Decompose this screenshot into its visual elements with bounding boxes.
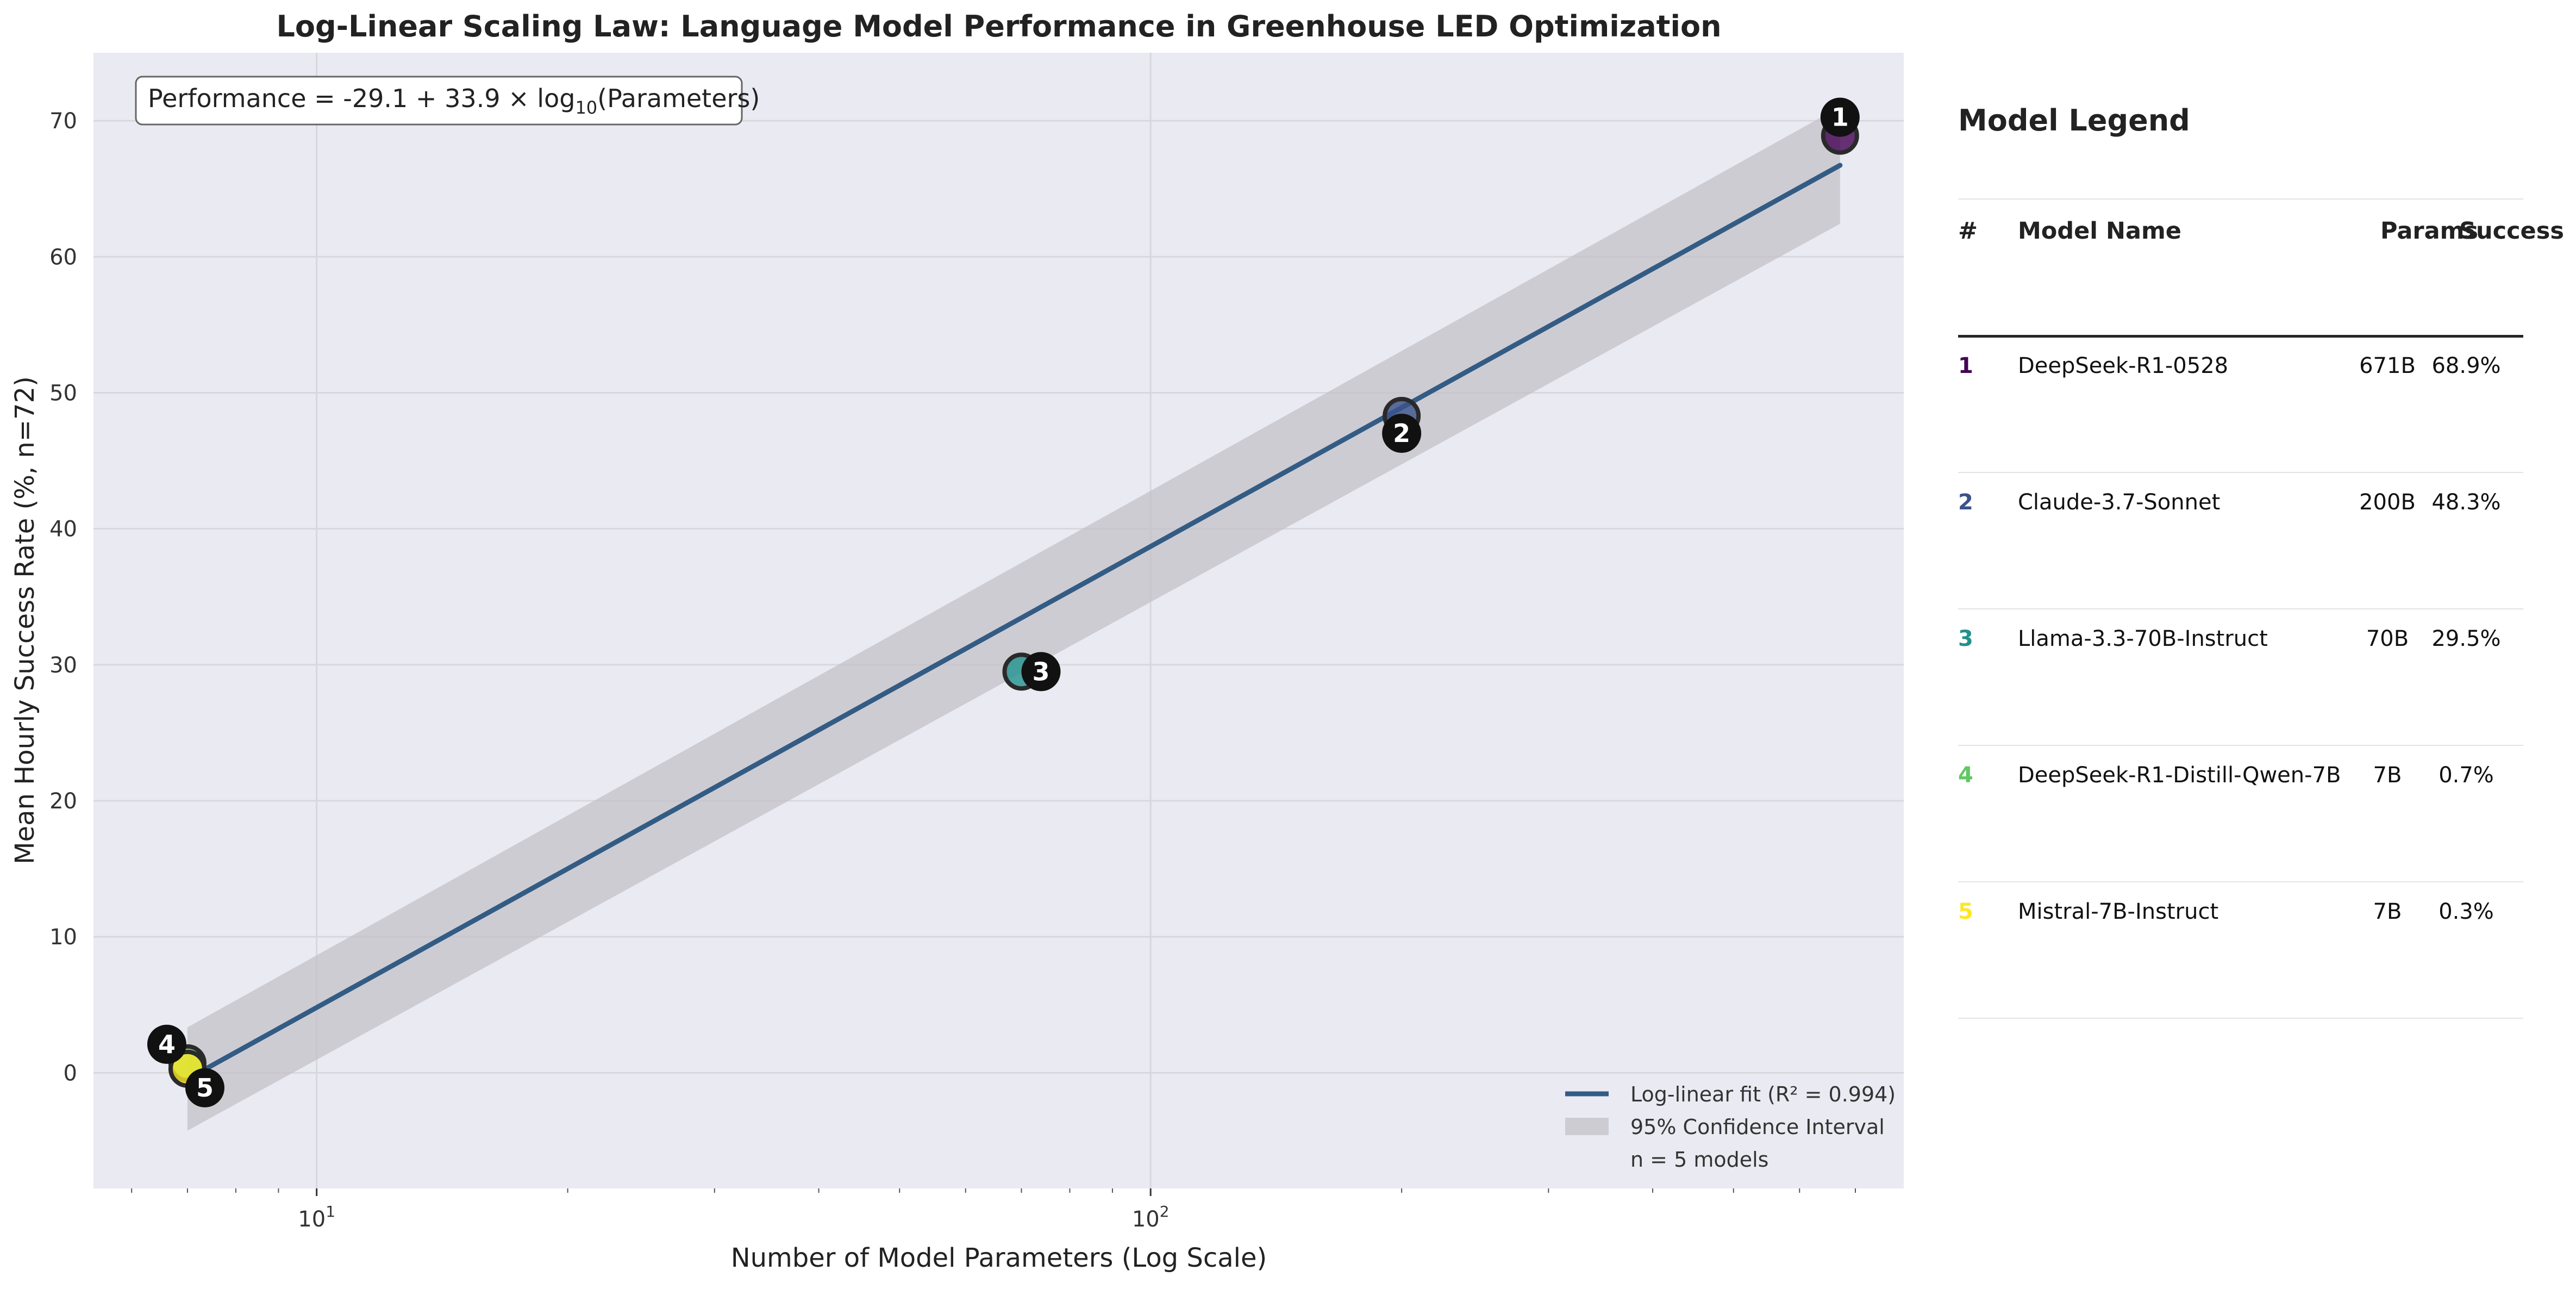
legend-row-params: 7B bbox=[2373, 899, 2402, 924]
y-tick-label: 0 bbox=[64, 1061, 77, 1086]
point-badge-2 bbox=[1382, 413, 1422, 453]
legend-n-label: n = 5 models bbox=[1630, 1148, 1768, 1172]
legend-top-rule bbox=[1958, 198, 2523, 200]
legend-ci-swatch bbox=[1565, 1118, 1609, 1135]
legend-fit-label: Log-linear fit (R² = 0.994) bbox=[1630, 1082, 1896, 1106]
legend-row-name: Llama-3.3-70B-Instruct bbox=[2018, 626, 2268, 651]
point-badge-label-2: 2 bbox=[1393, 419, 1410, 448]
legend-row-params: 200B bbox=[2359, 490, 2416, 515]
x-axis-label: Number of Model Parameters (Log Scale) bbox=[731, 1243, 1267, 1273]
point-badge-label-3: 3 bbox=[1032, 657, 1049, 686]
legend-row-params: 70B bbox=[2366, 626, 2409, 651]
legend-row-name: DeepSeek-R1-Distill-Qwen-7B bbox=[2018, 763, 2341, 788]
legend-header-name: Model Name bbox=[2018, 217, 2181, 245]
y-tick-label: 40 bbox=[49, 517, 77, 542]
y-tick-label: 50 bbox=[49, 381, 77, 406]
point-badge-label-4: 4 bbox=[158, 1030, 176, 1059]
legend-row-num: 2 bbox=[1958, 490, 1973, 515]
legend-row-name: DeepSeek-R1-0528 bbox=[2018, 353, 2229, 378]
legend-row-params: 671B bbox=[2359, 353, 2416, 378]
x-tick-label: 101 bbox=[298, 1203, 335, 1232]
legend-row-success: 48.3% bbox=[2431, 490, 2501, 515]
y-axis-label: Mean Hourly Success Rate (%, n=72) bbox=[10, 376, 40, 864]
fit-line bbox=[185, 163, 1843, 1082]
legend-header-success: Success bbox=[2459, 217, 2564, 245]
point-badge-label-1: 1 bbox=[1831, 103, 1849, 132]
legend-row-rule bbox=[1958, 608, 2523, 609]
legend-row-success: 29.5% bbox=[2431, 626, 2501, 651]
y-tick-label: 60 bbox=[49, 245, 77, 270]
x-tick-label: 102 bbox=[1132, 1203, 1170, 1232]
y-tick-label: 30 bbox=[49, 653, 77, 678]
legend-row-params: 7B bbox=[2373, 763, 2402, 788]
legend-row-rule bbox=[1958, 745, 2523, 746]
legend-row-name: Mistral-7B-Instruct bbox=[2018, 899, 2219, 924]
legend-row-name: Claude-3.7-Sonnet bbox=[2018, 490, 2221, 515]
legend-row-num: 1 bbox=[1958, 353, 1973, 378]
y-tick-label: 70 bbox=[49, 109, 77, 134]
legend-row-success: 0.7% bbox=[2439, 763, 2494, 788]
legend-header-rule bbox=[1958, 335, 2523, 338]
equation-text: Performance = -29.1 + 33.9 × log10(Param… bbox=[148, 84, 760, 118]
y-tick-label: 10 bbox=[49, 925, 77, 950]
point-badge-5 bbox=[185, 1068, 224, 1107]
legend-ci-label: 95% Confidence Interval bbox=[1630, 1115, 1885, 1139]
legend-row-num: 3 bbox=[1958, 626, 1973, 651]
legend-row-rule bbox=[1958, 1018, 2523, 1019]
legend-row-rule bbox=[1958, 472, 2523, 473]
point-badge-4 bbox=[147, 1024, 186, 1064]
legend-row-num: 4 bbox=[1958, 763, 1973, 788]
point-badge-label-5: 5 bbox=[196, 1073, 214, 1103]
legend-row-success: 0.3% bbox=[2439, 899, 2494, 924]
point-badge-1 bbox=[1820, 97, 1860, 137]
legend-row-success: 68.9% bbox=[2431, 353, 2501, 378]
point-badge-3 bbox=[1021, 652, 1061, 692]
confidence-band bbox=[187, 107, 1840, 1131]
legend-row-num: 5 bbox=[1958, 899, 1973, 924]
legend-header-num: # bbox=[1958, 217, 1978, 245]
chart-title: Log-Linear Scaling Law: Language Model P… bbox=[276, 9, 1721, 43]
scaling-chart: 0 10 20 30 40 50 60 70 101 102 1 2 3 45 Performance = … bbox=[10, 9, 1904, 1273]
y-tick-label: 20 bbox=[49, 789, 77, 814]
equation-box bbox=[135, 76, 743, 126]
model-legend-title: Model Legend bbox=[1958, 103, 2190, 138]
legend-header-params: Params bbox=[2380, 217, 2478, 245]
legend-row-rule bbox=[1958, 881, 2523, 882]
